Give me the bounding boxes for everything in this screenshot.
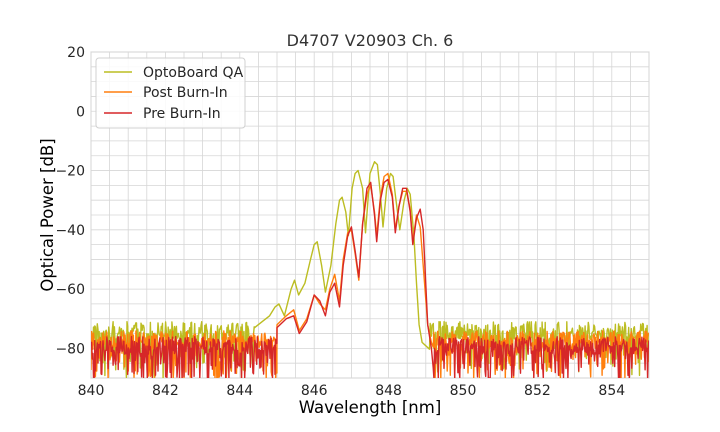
y-tick-label: −60 <box>55 282 85 298</box>
x-tick-label: 852 <box>524 383 551 399</box>
x-tick-label: 848 <box>375 383 402 399</box>
y-tick-label: 0 <box>76 104 85 120</box>
series-line-pre-burn-in <box>91 178 649 378</box>
x-axis-label: Wavelength [nm] <box>299 398 442 417</box>
x-tick-label: 842 <box>152 383 179 399</box>
y-tick-label: 20 <box>67 45 85 61</box>
y-tick-label: −20 <box>55 164 85 180</box>
x-tick-label: 844 <box>226 383 253 399</box>
x-tick-label: 846 <box>301 383 328 399</box>
series-layer <box>91 161 649 378</box>
y-ticks: 20 0 −20 −40 −60 −80 <box>55 45 85 357</box>
chart-title: D4707 V20903 Ch. 6 <box>287 31 454 50</box>
y-axis-label: Optical Power [dB] <box>38 138 57 291</box>
x-tick-label: 854 <box>598 383 625 399</box>
series-line-optoboard-qa <box>91 161 649 378</box>
legend-label-optoboard-qa: OptoBoard QA <box>143 65 244 81</box>
y-tick-label: −40 <box>55 223 85 239</box>
x-tick-label: 840 <box>78 383 105 399</box>
legend-label-post-burn-in: Post Burn-In <box>143 85 228 101</box>
x-tick-label: 850 <box>450 383 477 399</box>
legend-box <box>95 57 246 129</box>
legend: OptoBoard QA Post Burn-In Pre Burn-In <box>95 57 246 129</box>
x-ticks: 840 842 844 846 848 850 852 854 <box>78 383 626 399</box>
legend-label-pre-burn-in: Pre Burn-In <box>143 106 221 122</box>
y-tick-label: −80 <box>55 341 85 357</box>
